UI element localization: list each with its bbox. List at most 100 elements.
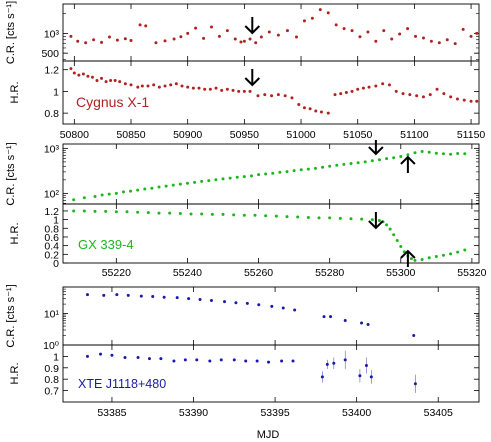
data-point	[231, 88, 235, 92]
data-point	[429, 39, 433, 43]
data-point	[377, 158, 381, 162]
x-tick-label: 51000	[286, 129, 315, 141]
data-point	[358, 374, 362, 378]
data-point	[104, 80, 108, 84]
data-point	[189, 212, 193, 216]
data-point	[146, 211, 150, 215]
hr-frame	[62, 60, 480, 125]
data-point	[421, 95, 425, 99]
data-point	[326, 111, 330, 115]
data-point	[125, 210, 129, 214]
data-point	[221, 177, 225, 181]
data-point	[267, 360, 271, 364]
data-point	[398, 32, 402, 36]
data-point	[219, 358, 223, 362]
data-point	[350, 89, 354, 93]
data-point	[72, 71, 76, 75]
data-point	[76, 39, 80, 43]
data-point	[157, 185, 161, 189]
data-point	[183, 358, 187, 362]
down-arrow-head	[368, 146, 384, 156]
data-point	[291, 359, 295, 363]
data-point	[455, 97, 459, 101]
data-point	[164, 184, 168, 188]
data-point	[328, 216, 332, 220]
x-tick-label: 55220	[102, 267, 131, 279]
x-tick-label: 51150	[457, 129, 486, 141]
data-point	[437, 41, 441, 45]
data-point	[445, 38, 449, 42]
data-point	[72, 209, 76, 213]
data-point	[283, 94, 287, 98]
cygnus-x1-panel: 500 10³ C.R. [cts s⁻¹] 0.8 1 1.2 H.R. 50800 5085…	[5, 1, 485, 141]
data-point	[342, 162, 346, 166]
x-tick-label: 51100	[400, 129, 429, 141]
data-point	[209, 25, 213, 29]
data-point	[172, 37, 176, 41]
data-point	[138, 23, 142, 27]
data-point	[157, 211, 161, 215]
data-point	[178, 182, 182, 186]
data-point	[225, 87, 229, 91]
data-point	[225, 29, 229, 33]
data-point	[427, 150, 431, 154]
data-point	[180, 84, 184, 88]
data-point	[463, 152, 467, 156]
data-point	[377, 218, 381, 222]
data-point	[385, 223, 389, 227]
y-tick-label: 0.8	[44, 223, 59, 235]
data-point	[139, 294, 143, 298]
data-point	[82, 209, 86, 213]
data-point	[413, 151, 417, 155]
data-point	[234, 301, 238, 305]
data-point	[178, 212, 182, 216]
cr-subplot: 10⁰ 10¹ C.R. [cts s⁻¹]	[5, 284, 480, 352]
data-point	[242, 213, 246, 217]
data-point	[412, 334, 416, 338]
data-point	[314, 109, 318, 113]
data-point	[85, 293, 89, 297]
data-point	[267, 30, 271, 34]
data-point	[388, 227, 392, 231]
data-point	[442, 92, 446, 96]
data-point	[302, 106, 306, 110]
data-point	[421, 36, 425, 40]
data-point	[207, 179, 211, 183]
data-point	[186, 31, 190, 35]
data-point	[197, 86, 201, 90]
data-point	[191, 86, 195, 90]
data-point	[274, 214, 278, 218]
x-tick-label: 50800	[60, 129, 89, 141]
data-point	[276, 93, 280, 97]
data-point	[223, 300, 227, 304]
data-point	[414, 34, 418, 38]
data-point	[392, 156, 396, 160]
data-point	[385, 157, 389, 161]
data-point	[143, 187, 147, 191]
cr-frame	[62, 143, 480, 205]
data-point	[297, 102, 301, 106]
data-point	[318, 8, 322, 12]
hr-frame	[62, 344, 480, 403]
data-point	[232, 358, 236, 362]
hr-subplot: 0.70.80.91 H.R.	[9, 344, 480, 403]
data-point	[110, 353, 114, 357]
data-point	[81, 72, 85, 76]
data-point	[463, 248, 467, 252]
data-point	[146, 84, 150, 88]
data-point	[329, 315, 333, 319]
data-point	[349, 162, 353, 166]
data-point	[280, 359, 284, 363]
data-point	[256, 94, 260, 98]
data-point	[69, 34, 73, 38]
data-point	[100, 76, 104, 80]
data-point	[217, 34, 221, 38]
data-point	[123, 37, 127, 41]
data-point	[151, 294, 155, 298]
data-point	[77, 73, 81, 77]
data-point	[343, 358, 347, 362]
data-point	[157, 85, 161, 89]
y-tick-label: 10⁰	[43, 340, 60, 352]
y-tick-label: 1	[53, 351, 59, 363]
data-point	[169, 83, 173, 87]
